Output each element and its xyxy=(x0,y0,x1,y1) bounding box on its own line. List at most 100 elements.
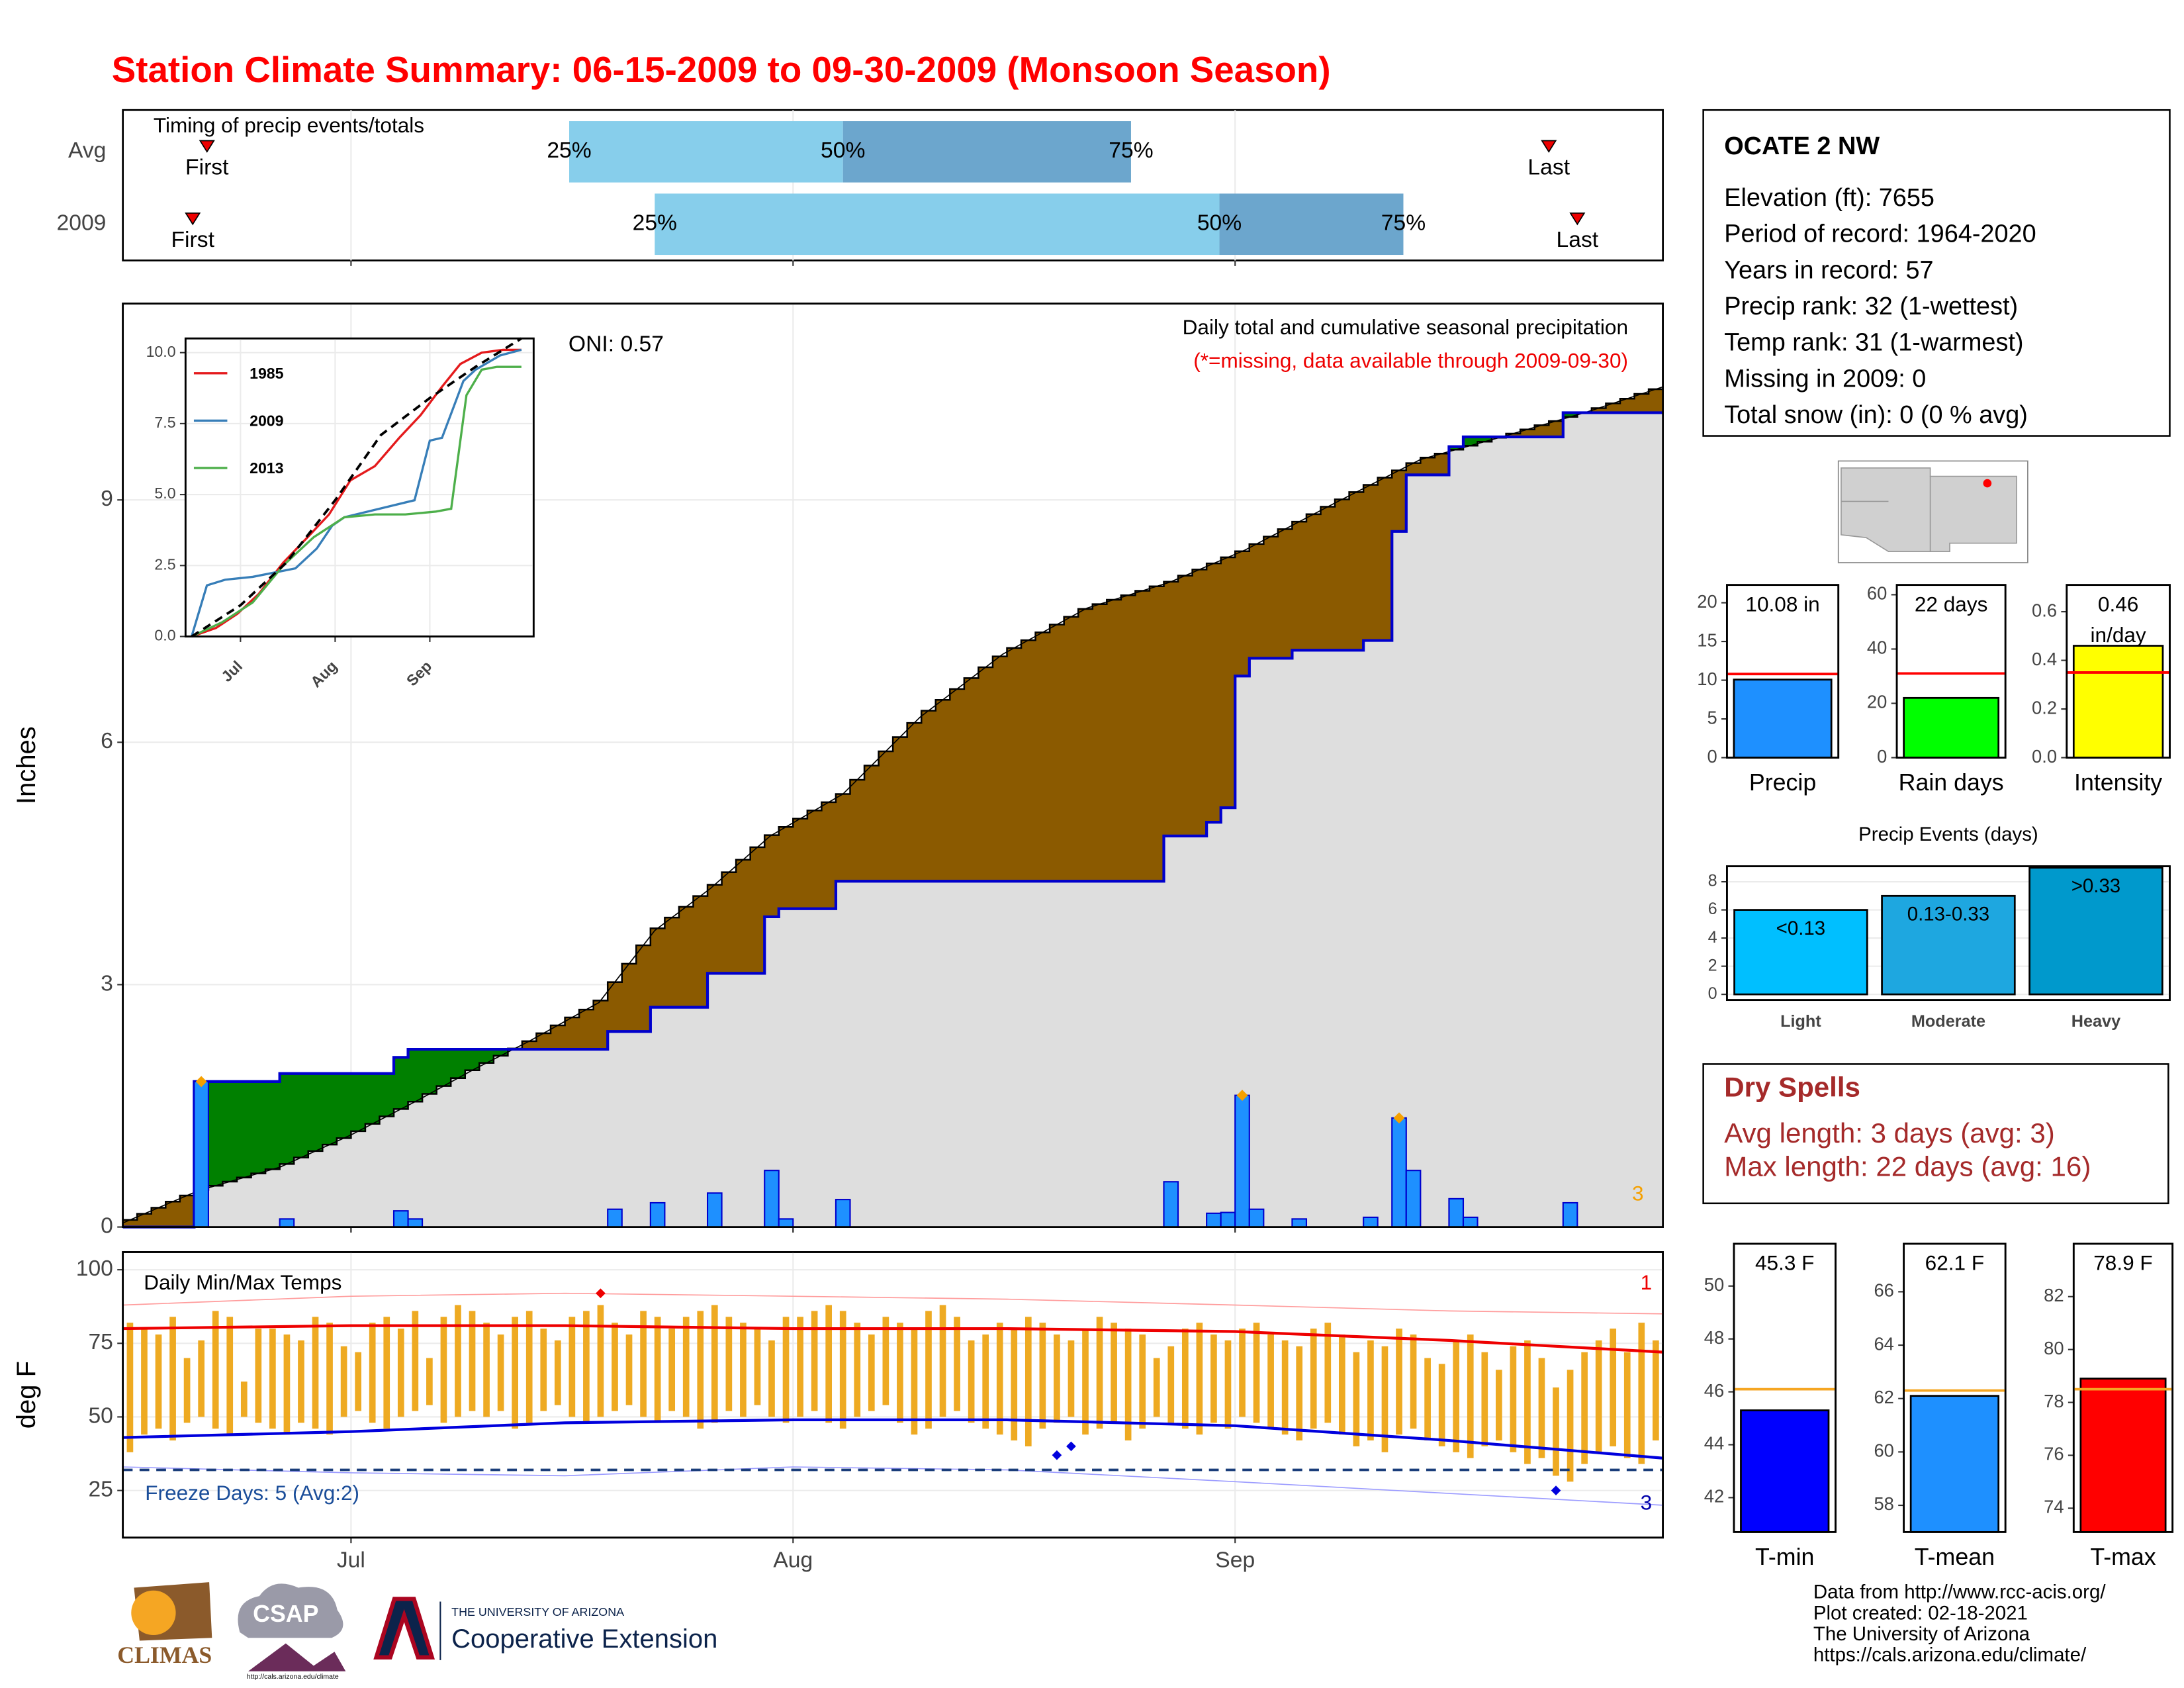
temp-range-bar xyxy=(183,1358,191,1423)
extreme-marker xyxy=(195,1076,207,1088)
temp-range-bar xyxy=(469,1311,476,1411)
temp-range-bar xyxy=(369,1323,376,1423)
temp-range-bar xyxy=(725,1317,733,1411)
freeze-annotation: Freeze Days: 5 (Avg:2) xyxy=(145,1481,359,1505)
y-tick-label: 20 xyxy=(1867,692,1887,712)
y-tick-label: 25 xyxy=(88,1477,113,1502)
temp-range-bar xyxy=(1410,1334,1417,1429)
dry-spells-line: Max length: 22 days (avg: 16) xyxy=(1724,1150,2091,1182)
event-bar xyxy=(1733,909,1868,996)
temp-range-bar xyxy=(1253,1323,1260,1423)
daily-precip-bar xyxy=(1234,1094,1250,1228)
climas-sun xyxy=(131,1590,176,1636)
y-tick-label: 80 xyxy=(2044,1338,2064,1358)
record-high-count: 1 xyxy=(1641,1270,1653,1294)
y-tick-label: 50 xyxy=(88,1403,113,1428)
temp-range-bar xyxy=(1338,1334,1345,1435)
temp-range-bar xyxy=(1567,1370,1574,1482)
temp-range-bar xyxy=(583,1311,590,1423)
chart-title: Timing of precip events/totals xyxy=(154,113,424,137)
avg-min-line xyxy=(122,1418,1663,1460)
y-tick-label: 20 xyxy=(1697,591,1717,612)
temp-range-bar xyxy=(1239,1329,1246,1417)
temp-range-bar xyxy=(968,1340,975,1423)
first-label: First xyxy=(171,228,215,252)
daily-precip-bar xyxy=(1291,1218,1308,1228)
temp-range-bar xyxy=(1353,1352,1360,1446)
temp-range-bar xyxy=(497,1334,504,1411)
daily-precip-bar xyxy=(649,1201,666,1228)
csap-text: CSAP xyxy=(253,1601,318,1627)
temp-range-bar xyxy=(1381,1346,1388,1452)
y-tick-label: 0.0 xyxy=(2032,746,2057,767)
daily-precip-bar xyxy=(1206,1212,1222,1228)
summary-bar xyxy=(1909,1395,2000,1533)
footer-line: https://cals.arizona.edu/climate/ xyxy=(1813,1644,2087,1665)
legend-label: 2013 xyxy=(250,459,284,477)
category-label: Intensity xyxy=(2074,769,2162,796)
dry-spells-frame xyxy=(1702,1063,2169,1205)
temp-range-bar xyxy=(1581,1352,1588,1464)
y-tick-label: 50 xyxy=(1704,1274,1724,1295)
temp-range-bar xyxy=(668,1329,676,1411)
daily-precip-bar xyxy=(1405,1170,1422,1228)
daily-precip-bar xyxy=(1163,1181,1179,1228)
csap-cloud xyxy=(238,1583,343,1638)
temp-range-bar xyxy=(1638,1323,1645,1464)
common-fill xyxy=(122,412,1663,1227)
daily-precip-bar xyxy=(392,1210,409,1228)
y-tick-label: 6 xyxy=(1708,900,1717,918)
bar-label: 0.13-0.33 xyxy=(1907,904,1989,925)
y-tick-label: 64 xyxy=(1874,1333,1893,1354)
plot-border xyxy=(2072,1243,2174,1533)
summary-bar xyxy=(1733,679,1833,759)
temp-range-bar xyxy=(654,1317,661,1423)
y-tick-label: 60 xyxy=(1867,583,1887,604)
y-tick-label: 40 xyxy=(1867,637,1887,658)
temp-range-bar xyxy=(996,1323,1003,1435)
temp-range-bar xyxy=(169,1317,176,1441)
y-tick-label: 0.6 xyxy=(2032,600,2057,620)
x-tick-label: Light xyxy=(1780,1012,1821,1031)
temp-range-bar xyxy=(839,1311,846,1429)
quartile-bar-high xyxy=(1219,193,1404,256)
average-line xyxy=(122,386,1663,1224)
y-tick-label: 42 xyxy=(1704,1486,1724,1507)
value-label: 78.9 F xyxy=(2093,1251,2152,1275)
y-tick-label: 4 xyxy=(1708,928,1717,947)
summary-bar xyxy=(2072,645,2164,759)
temp-range-bar xyxy=(383,1317,390,1429)
average-line xyxy=(191,337,522,638)
temp-range-bar xyxy=(1595,1340,1602,1452)
temp-range-bar xyxy=(1367,1340,1374,1441)
temp-range-bar xyxy=(782,1317,790,1423)
quantile-label: 75% xyxy=(1109,138,1153,163)
event-bar xyxy=(2028,867,2163,996)
plot-border xyxy=(2066,584,2171,759)
temp-range-bar xyxy=(198,1340,205,1417)
station-line: Elevation (ft): 7655 xyxy=(1724,184,1934,212)
value-label: 62.1 F xyxy=(1925,1251,1984,1275)
event-bar xyxy=(1881,894,2016,996)
temp-range-bar xyxy=(754,1329,761,1405)
y-tick-label: 0 xyxy=(1708,984,1717,1003)
footer-line: Data from http://www.rcc-acis.org/ xyxy=(1813,1581,2106,1603)
y-tick-label: 3 xyxy=(101,971,113,996)
x-tick-label: Sep xyxy=(1215,1548,1255,1572)
y-tick-label: 0 xyxy=(1877,746,1887,767)
footer-line: Plot created: 02-18-2021 xyxy=(1813,1602,2028,1624)
y-tick-label: 0 xyxy=(101,1213,113,1238)
temp-range-bar xyxy=(625,1334,633,1405)
extreme-marker xyxy=(1393,1112,1405,1124)
station-line: Years in record: 57 xyxy=(1724,256,1933,284)
temp-range-bar xyxy=(1068,1340,1075,1417)
y-tick-label: 6 xyxy=(101,729,113,753)
temp-range-bar xyxy=(1267,1334,1274,1429)
y-tick-label: 10.0 xyxy=(146,343,176,360)
record-low-count: 3 xyxy=(1641,1491,1653,1515)
record-min-line xyxy=(122,1466,1663,1506)
temp-range-bar xyxy=(925,1311,932,1429)
avg-max-line xyxy=(122,1324,1663,1354)
temp-range-bar xyxy=(882,1317,889,1405)
temp-range-bar xyxy=(312,1317,319,1429)
